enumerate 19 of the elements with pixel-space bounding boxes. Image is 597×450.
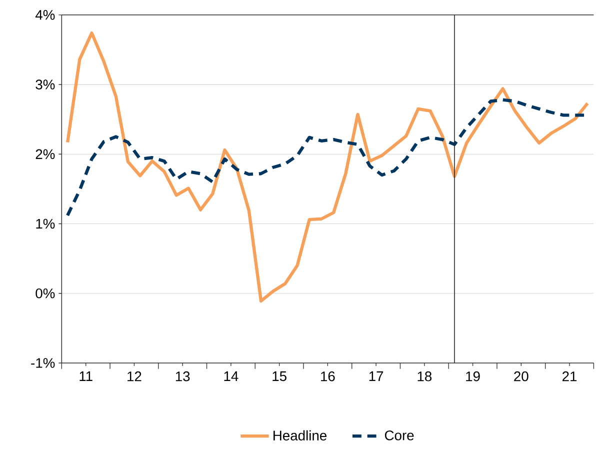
x-tick-label: 20 bbox=[514, 371, 528, 382]
x-tick-label: 14 bbox=[224, 371, 238, 381]
x-tick-label: 16 bbox=[321, 371, 335, 382]
x-tick-label: 12 bbox=[128, 371, 142, 381]
x-tick-label: 18 bbox=[418, 371, 432, 382]
y-tick-label: 3% bbox=[36, 79, 55, 90]
y-tick-label: 0% bbox=[36, 288, 55, 298]
x-tick-label: 11 bbox=[80, 371, 92, 381]
x-tick-label: 13 bbox=[176, 371, 190, 382]
legend-label: Core bbox=[384, 430, 414, 440]
x-tick-label: 19 bbox=[466, 371, 480, 382]
x-tick-label: 17 bbox=[369, 371, 384, 381]
y-tick-label: 1% bbox=[36, 218, 55, 228]
y-tick-label: -1% bbox=[31, 358, 55, 368]
y-tick-label: 2% bbox=[36, 149, 55, 159]
x-tick-label: 15 bbox=[272, 371, 286, 381]
x-tick-label: 21 bbox=[562, 371, 577, 381]
y-tick-label: 4% bbox=[35, 10, 55, 20]
legend-label: Headline bbox=[274, 430, 327, 440]
